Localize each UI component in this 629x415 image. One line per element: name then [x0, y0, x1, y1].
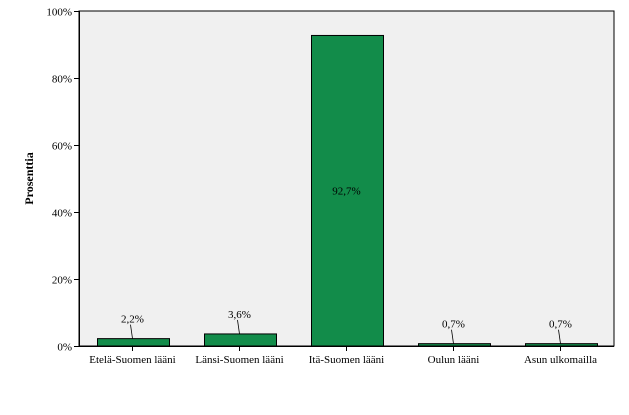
bar — [525, 343, 598, 347]
bar — [97, 338, 170, 347]
data-label-leader — [237, 319, 240, 334]
x-category-label: Asun ulkomailla — [524, 354, 597, 366]
data-label: 3,6% — [228, 309, 251, 321]
y-tick-label: 0% — [57, 342, 72, 354]
data-label-leader — [558, 329, 561, 344]
bar — [311, 34, 384, 347]
x-category-label: Oulun lääni — [428, 354, 480, 366]
data-labels: 2,2% 3,6% 92,7% 0,7% 0,7% — [121, 186, 572, 344]
bar — [418, 343, 491, 347]
bar — [204, 333, 277, 347]
x-category-label: Länsi-Suomen lääni — [195, 354, 283, 366]
x-axis-categories: Etelä-Suomen lääni Länsi-Suomen lääni Itä-… — [89, 346, 597, 366]
y-axis-title: Prosenttia — [22, 152, 36, 204]
y-tick-label: 80% — [52, 74, 72, 86]
x-category-label: Itä-Suomen lääni — [309, 354, 384, 366]
y-tick-label: 100% — [46, 7, 72, 19]
data-label: 2,2% — [121, 314, 144, 326]
data-label-leader — [451, 329, 454, 344]
data-label: 0,7% — [442, 319, 465, 331]
y-tick-label: 20% — [52, 275, 72, 287]
x-category-label: Etelä-Suomen lääni — [89, 354, 175, 366]
y-tick-label: 60% — [52, 141, 72, 153]
data-label-leader — [130, 324, 133, 339]
bars — [97, 34, 598, 347]
data-label: 0,7% — [549, 319, 572, 331]
data-label: 92,7% — [332, 186, 360, 198]
y-axis-ticks: 0% 20% 40% 60% 80% 100% — [46, 7, 79, 354]
y-tick-label: 40% — [52, 208, 72, 220]
